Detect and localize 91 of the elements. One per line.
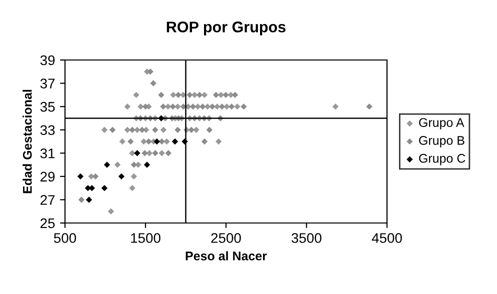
point xyxy=(101,184,108,192)
y-tick-label: 31 xyxy=(40,148,55,158)
point xyxy=(218,92,224,98)
point xyxy=(204,103,211,110)
point xyxy=(165,150,172,156)
point xyxy=(114,162,121,168)
point xyxy=(144,162,150,168)
point xyxy=(170,92,176,98)
x-tick-label: 1500 xyxy=(131,233,160,243)
y-tick-label: 35 xyxy=(40,102,55,112)
point xyxy=(234,103,240,110)
legend-label: Grupo C xyxy=(419,154,466,166)
point xyxy=(108,208,114,214)
point xyxy=(160,103,166,110)
point xyxy=(218,103,226,110)
point xyxy=(164,138,170,145)
legend-label: Grupo B xyxy=(419,136,464,148)
point xyxy=(130,162,138,168)
point xyxy=(147,68,154,75)
point xyxy=(140,138,147,145)
point xyxy=(228,103,235,110)
point xyxy=(201,92,208,98)
point xyxy=(154,138,160,145)
point xyxy=(193,126,200,133)
point xyxy=(118,173,125,180)
point xyxy=(215,138,222,145)
y-tick-label: 29 xyxy=(40,172,55,182)
point xyxy=(232,92,238,98)
point xyxy=(129,150,136,156)
point xyxy=(209,103,216,110)
point xyxy=(128,138,134,145)
y-tick-label: 33 xyxy=(40,125,55,136)
point xyxy=(133,92,140,98)
point xyxy=(200,103,206,110)
point xyxy=(160,126,167,133)
point xyxy=(366,103,372,110)
point xyxy=(150,80,156,86)
y-tick-label: 27 xyxy=(40,195,55,205)
point xyxy=(175,92,182,98)
point xyxy=(88,184,95,192)
point xyxy=(222,92,229,98)
y-axis-title: Edad Gestacional xyxy=(22,90,32,194)
point xyxy=(152,126,158,133)
point xyxy=(92,173,99,180)
point xyxy=(146,138,152,145)
point xyxy=(129,126,136,133)
point xyxy=(86,196,92,203)
point xyxy=(152,150,158,156)
point xyxy=(164,103,172,110)
point xyxy=(119,138,126,145)
point xyxy=(332,103,339,110)
point xyxy=(124,103,130,110)
point xyxy=(130,173,138,180)
point xyxy=(186,92,193,98)
point xyxy=(188,126,194,133)
point xyxy=(192,92,198,98)
legend-label: Grupo A xyxy=(419,118,464,130)
y-tick-label: 25 xyxy=(40,218,55,228)
point xyxy=(139,126,146,133)
y-tick-label: 39 xyxy=(40,55,55,66)
x-tick-label: 4500 xyxy=(372,233,402,243)
chart-title: ROP por Grupos xyxy=(166,22,286,36)
point xyxy=(158,138,165,145)
x-tick-label: 500 xyxy=(54,233,76,243)
point xyxy=(134,150,140,156)
point xyxy=(142,103,149,110)
x-tick-label: 2500 xyxy=(211,233,241,243)
point xyxy=(174,103,181,110)
point xyxy=(142,150,148,156)
point xyxy=(201,138,208,145)
point xyxy=(172,138,178,145)
point xyxy=(212,92,220,98)
point xyxy=(101,126,108,133)
point xyxy=(158,92,164,98)
point xyxy=(206,126,213,133)
point xyxy=(158,150,165,156)
point xyxy=(104,162,110,168)
y-tick-label: 37 xyxy=(40,78,55,88)
point xyxy=(196,92,203,98)
point xyxy=(124,126,130,133)
point xyxy=(109,126,116,133)
point xyxy=(78,196,85,203)
point xyxy=(138,103,144,110)
point xyxy=(240,103,247,110)
point xyxy=(170,103,176,110)
point xyxy=(77,173,84,180)
point xyxy=(129,184,136,192)
point xyxy=(190,103,196,110)
x-tick-label: 3500 xyxy=(292,233,322,243)
x-axis-title: Peso al Nacer xyxy=(186,251,267,260)
point xyxy=(174,126,181,133)
